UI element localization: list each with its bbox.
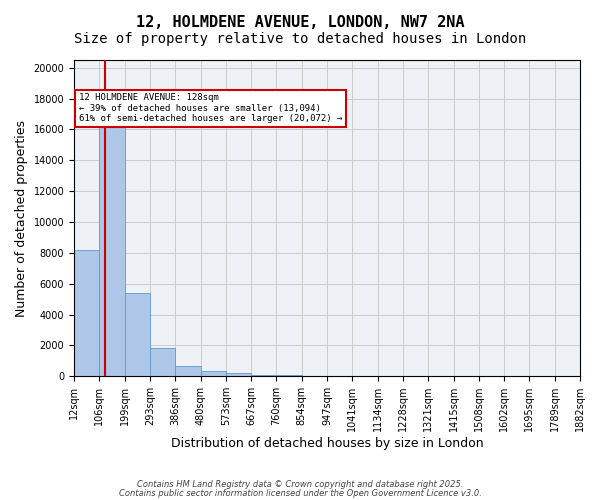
Text: Contains public sector information licensed under the Open Government Licence v3: Contains public sector information licen… xyxy=(119,489,481,498)
Bar xyxy=(226,373,251,376)
Bar xyxy=(74,250,100,376)
Y-axis label: Number of detached properties: Number of detached properties xyxy=(15,120,28,316)
Bar xyxy=(100,118,125,376)
Bar xyxy=(150,348,175,376)
Bar xyxy=(200,371,226,376)
Bar xyxy=(251,374,277,376)
Bar xyxy=(125,293,150,376)
Bar xyxy=(175,366,200,376)
Text: Size of property relative to detached houses in London: Size of property relative to detached ho… xyxy=(74,32,526,46)
Text: 12, HOLMDENE AVENUE, LONDON, NW7 2NA: 12, HOLMDENE AVENUE, LONDON, NW7 2NA xyxy=(136,15,464,30)
X-axis label: Distribution of detached houses by size in London: Distribution of detached houses by size … xyxy=(171,437,484,450)
Text: Contains HM Land Registry data © Crown copyright and database right 2025.: Contains HM Land Registry data © Crown c… xyxy=(137,480,463,489)
Text: 12 HOLMDENE AVENUE: 128sqm
← 39% of detached houses are smaller (13,094)
61% of : 12 HOLMDENE AVENUE: 128sqm ← 39% of deta… xyxy=(79,93,343,123)
